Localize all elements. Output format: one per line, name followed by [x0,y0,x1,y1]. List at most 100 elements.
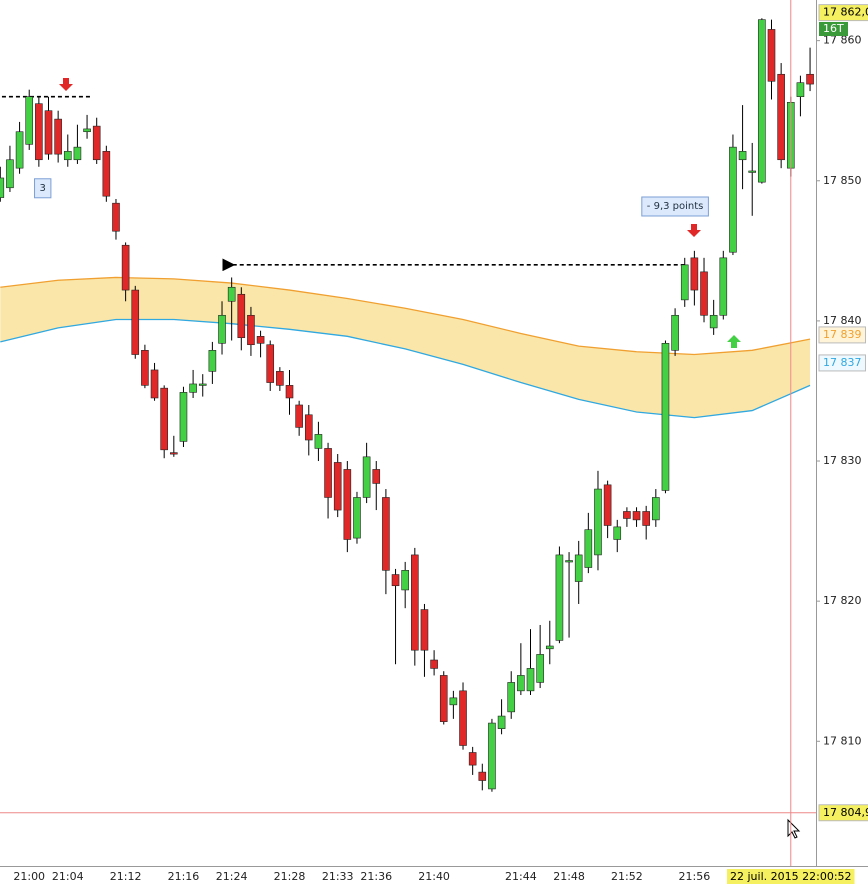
candle-body [555,554,564,641]
annotation-label: 3 [40,183,46,194]
y-tick-label: 17 830 [823,454,862,467]
y-tick-label: 17 850 [823,174,862,187]
price-badge: 17 837 [823,356,862,369]
candle-body [372,469,381,484]
y-tick-label: 17 840 [823,314,862,327]
candle-body [603,484,612,526]
candle-body [314,434,323,449]
candle-body [401,570,409,591]
tick-count: 16T [823,22,844,35]
candle-body [73,146,82,161]
candle-body [285,385,294,399]
candle-body [526,668,535,692]
candle-body [459,690,467,746]
candle-body [102,151,111,197]
x-tick-label: 21:52 [611,870,643,883]
candle-body [333,462,342,511]
candle-body [160,387,168,451]
candle-body [121,244,130,291]
x-tick-label: 21:16 [168,870,200,883]
candle-body [63,151,72,161]
candle-body [304,414,313,441]
candle-body [237,293,246,339]
y-tick-label: 17 820 [823,594,862,607]
candle-body [227,286,236,302]
plot-area [0,18,814,792]
band-area [0,277,811,418]
sell-arrow [59,78,73,91]
candle-body [594,488,602,556]
candle-body [295,404,303,428]
annotation-label: - 9,3 points [647,201,704,212]
candle-body [690,257,699,291]
candle-body [574,554,583,582]
candle-body [545,645,554,650]
candle-body [709,314,718,329]
candle-body [517,675,525,692]
y-tick-label: 17 810 [823,734,862,747]
candle-body [170,452,178,455]
buy-arrow [727,335,741,348]
tick-count-box [819,22,848,36]
x-tick-label: 21:33 [322,870,354,883]
candle-body [507,682,516,713]
candle-body [44,110,53,155]
candle-body [324,448,332,498]
candle-body [266,344,275,383]
price-badge-box [818,326,866,344]
candle-body [449,697,458,706]
candle-body [0,177,5,198]
candle-body [198,383,207,386]
crosshair-badge-box [818,804,868,822]
price-badge-box [818,354,866,372]
candle-body [15,131,24,169]
candle-body [758,19,766,183]
candle-body [777,73,785,161]
candle-body [729,146,737,253]
price-badge-box [818,4,868,22]
candle-body [420,609,429,651]
annotation-box [641,196,709,217]
price-badge: 17 839 [823,328,862,341]
candle-body [6,159,14,189]
candle-body [661,343,670,491]
x-tick-label: 21:24 [216,870,248,883]
candle-body [141,350,149,386]
x-tick-label: 21:56 [679,870,711,883]
candle-body [150,369,159,399]
candle-body [719,257,728,316]
candle-body [738,151,747,161]
candle-body [179,392,188,442]
candle-body [632,511,641,521]
crosshair-time-box [727,869,855,884]
candle-body [189,383,197,393]
candle-body [652,497,660,521]
x-tick-label: 21:12 [110,870,142,883]
x-tick-label: 21:40 [418,870,450,883]
candle-body [806,73,814,85]
candle-body [83,128,91,133]
candle-body [382,497,390,571]
candle-body [208,350,217,372]
candle-body [565,560,573,563]
x-tick-label: 21:00 [13,870,45,883]
candle-body [35,103,43,161]
candle-body [680,264,689,301]
candle-body [276,371,284,386]
annotation-box [34,178,52,199]
candle-body [478,771,487,781]
candle-body [700,271,708,316]
candle-body [613,526,622,540]
candle-body [497,715,506,729]
candle-body [391,574,400,587]
candle-body [748,170,757,173]
candle-body [112,202,120,232]
candle-body [92,125,101,161]
candle-body [536,654,544,683]
candle-body [430,659,438,669]
x-tick-label: 21:28 [274,870,306,883]
candle-body [131,289,140,355]
candle-body [439,675,448,722]
